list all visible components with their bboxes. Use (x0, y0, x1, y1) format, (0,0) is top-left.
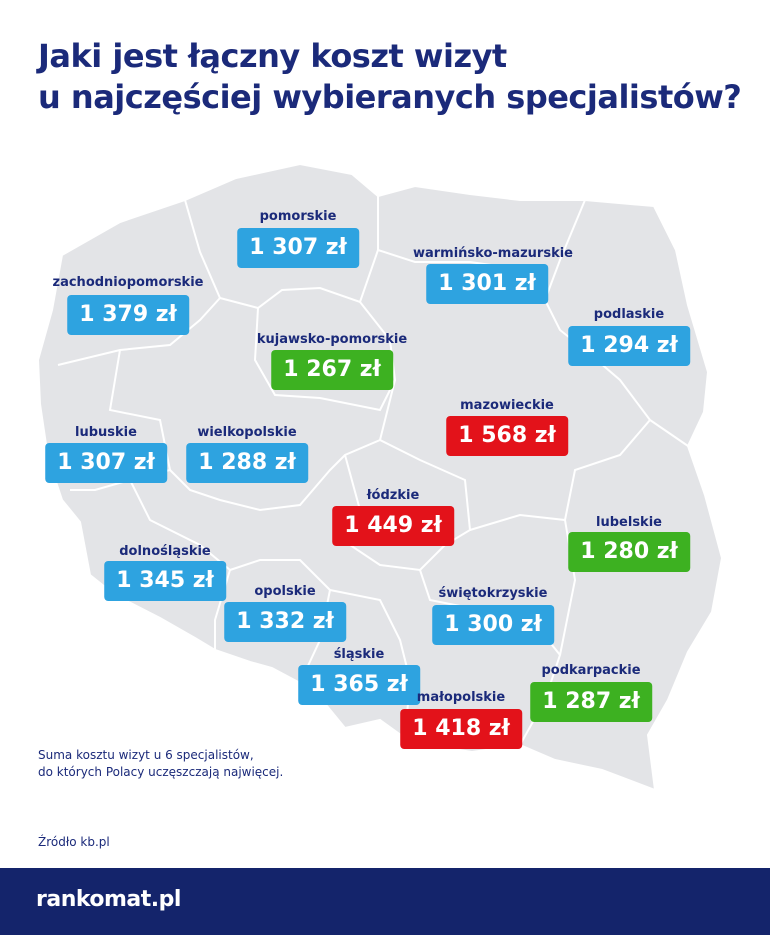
region-cost-badge: 1 365 zł (298, 665, 420, 705)
region-cost-badge: 1 379 zł (67, 295, 189, 335)
region-cost-badge: 1 300 zł (432, 605, 554, 645)
region-label: mazowieckie (460, 398, 554, 413)
region-label: świętokrzyskie (438, 586, 548, 601)
page-title: Jaki jest łączny koszt wizyt u najczęści… (38, 36, 758, 118)
region-label: wielkopolskie (197, 425, 297, 440)
region-label: śląskie (333, 647, 385, 662)
region-label: pomorskie (259, 209, 337, 224)
region-label: podlaskie (593, 307, 665, 322)
region-label: łódzkie (366, 488, 420, 503)
source-text: Źródło kb.pl (38, 835, 110, 849)
footnote-line-2: do których Polacy uczęszczają najwięcej. (38, 765, 284, 779)
footnote-line-1: Suma kosztu wizyt u 6 specjalistów, (38, 748, 254, 762)
region-cost-badge: 1 332 zł (224, 602, 346, 642)
region-label: małopolskie (416, 690, 506, 705)
region-cost-badge: 1 418 zł (400, 709, 522, 749)
region-label: zachodniopomorskie (52, 275, 204, 290)
title-line-2: u najczęściej wybieranych specjalistów? (38, 78, 742, 116)
region-cost-badge: 1 287 zł (530, 682, 652, 722)
region-label: warmińsko-mazurskie (412, 246, 574, 261)
region-label: lubuskie (75, 425, 137, 440)
region-cost-badge: 1 288 zł (186, 443, 308, 483)
region-cost-badge: 1 307 zł (45, 443, 167, 483)
region-cost-badge: 1 449 zł (332, 506, 454, 546)
region-cost-badge: 1 280 zł (568, 532, 690, 572)
rankomat-logo: rankomat.pl (36, 887, 181, 912)
title-line-1: Jaki jest łączny koszt wizyt (38, 37, 507, 75)
region-label: opolskie (254, 584, 316, 599)
region-label: dolnośląskie (119, 544, 211, 559)
region-cost-badge: 1 345 zł (104, 561, 226, 601)
region-label: podkarpackie (541, 663, 641, 678)
region-label: lubelskie (596, 515, 662, 530)
region-cost-badge: 1 267 zł (271, 350, 393, 390)
region-cost-badge: 1 301 zł (426, 264, 548, 304)
footnote: Suma kosztu wizyt u 6 specjalistów, do k… (38, 747, 283, 781)
region-cost-badge: 1 307 zł (237, 228, 359, 268)
region-cost-badge: 1 294 zł (568, 326, 690, 366)
region-label: kujawsko-pomorskie (256, 332, 408, 347)
region-cost-badge: 1 568 zł (446, 416, 568, 456)
footer-bar: rankomat.pl (0, 868, 770, 935)
